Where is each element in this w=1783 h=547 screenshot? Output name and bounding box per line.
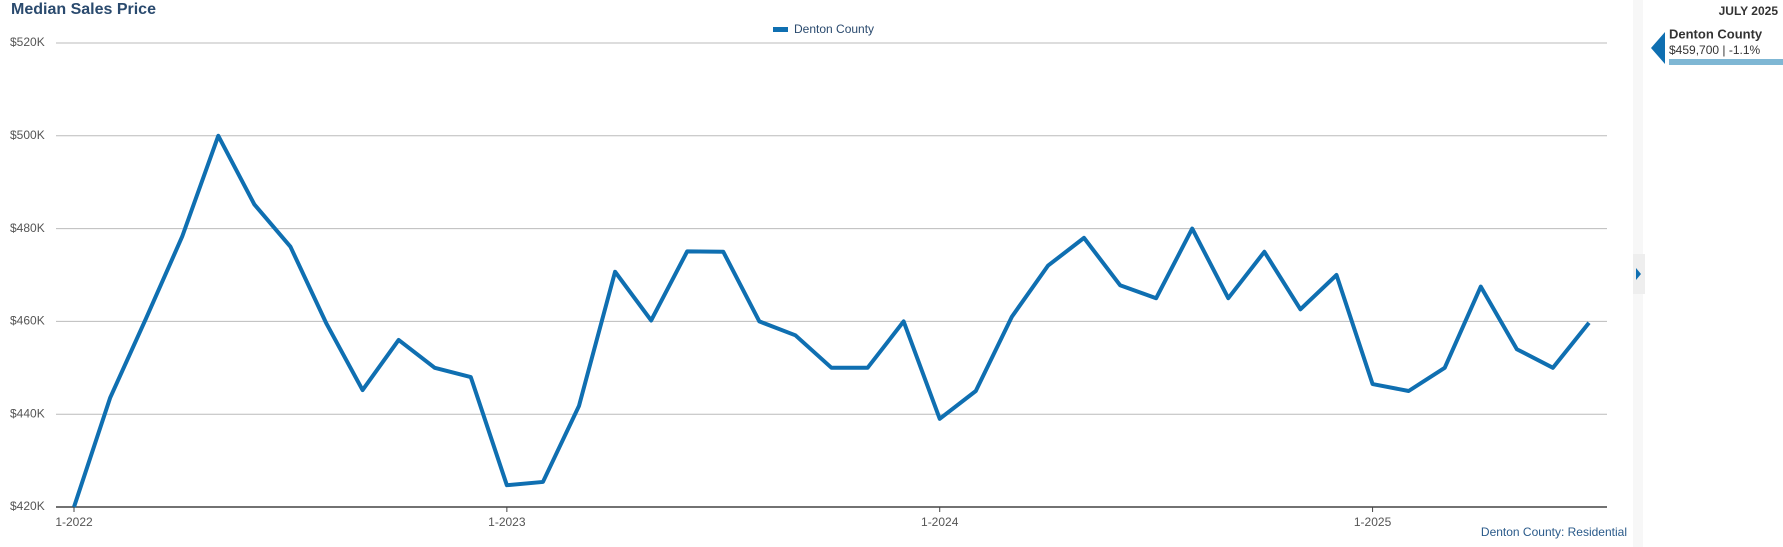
panel-bar	[1669, 59, 1783, 65]
y-tick-label: $500K	[10, 128, 45, 142]
line	[72, 133, 1591, 508]
x-tick-label: 1-2023	[488, 515, 526, 529]
y-tick-label: $520K	[10, 35, 45, 49]
x-tick-label: 1-2024	[921, 515, 959, 529]
x-tick-label: 1-2022	[55, 515, 93, 529]
panel-pointer	[1651, 32, 1665, 64]
legend-swatch	[773, 27, 788, 32]
x-tick-label: 1-2025	[1354, 515, 1392, 529]
panel-date: JULY 2025	[1719, 4, 1779, 18]
legend-label: Denton County	[794, 22, 874, 36]
footer: Denton County: Residential	[1481, 525, 1627, 539]
chart-title: Median Sales Price	[11, 1, 156, 18]
panel-name: Denton County	[1669, 26, 1763, 41]
y-tick-label: $420K	[10, 499, 45, 513]
y-tick-label: $440K	[10, 406, 45, 420]
y-tick-label: $460K	[10, 314, 45, 328]
toggle-arrow	[1636, 268, 1641, 280]
y-tick-label: $480K	[10, 221, 45, 235]
panel-value: $459,700 | -1.1%	[1669, 43, 1761, 57]
